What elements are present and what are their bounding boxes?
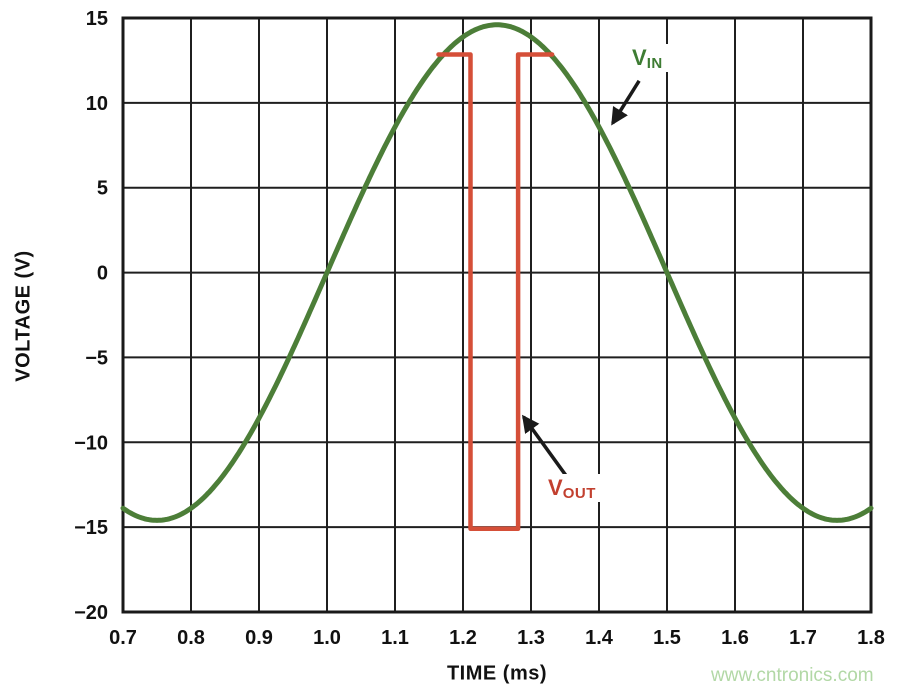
y-tick-label: −10 <box>74 432 108 454</box>
vout-label-sub: OUT <box>562 485 596 502</box>
y-tick-label: 15 <box>86 8 108 30</box>
y-axis-title: VOLTAGE (V) <box>12 250 35 382</box>
x-tick-label: 1.4 <box>585 627 614 649</box>
y-tick-label: 10 <box>86 93 108 115</box>
vin-series-label: VIN <box>626 44 669 72</box>
y-tick-label: −5 <box>85 347 108 369</box>
x-tick-label: 1.6 <box>721 627 749 649</box>
y-tick-label: −15 <box>74 517 108 539</box>
y-tick-label: 0 <box>97 263 108 285</box>
x-tick-label: 1.8 <box>857 627 885 649</box>
x-tick-label: 1.0 <box>313 627 341 649</box>
vout-series-label: VOUT <box>542 474 602 502</box>
x-tick-label: 1.3 <box>517 627 545 649</box>
x-tick-label: 0.9 <box>245 627 273 649</box>
x-tick-label: 1.2 <box>449 627 477 649</box>
x-tick-label: 0.7 <box>109 627 137 649</box>
vout-annotation-arrow <box>521 414 570 479</box>
x-tick-label: 0.8 <box>177 627 205 649</box>
vin-label-main: V <box>632 45 647 70</box>
vin-annotation-arrow <box>611 79 641 126</box>
y-tick-label: −20 <box>74 602 108 624</box>
y-tick-label: 5 <box>97 178 108 200</box>
x-tick-label: 1.1 <box>381 627 409 649</box>
vin-curve <box>120 22 874 523</box>
watermark: www.cntronics.com <box>711 665 874 686</box>
plot-border <box>121 16 873 614</box>
x-tick-label: 1.7 <box>789 627 817 649</box>
vout-curve <box>436 52 555 532</box>
vin-label-sub: IN <box>646 55 663 72</box>
x-tick-label: 1.5 <box>653 627 681 649</box>
vout-label-main: V <box>548 475 563 500</box>
x-axis-title: TIME (ms) <box>446 662 548 685</box>
